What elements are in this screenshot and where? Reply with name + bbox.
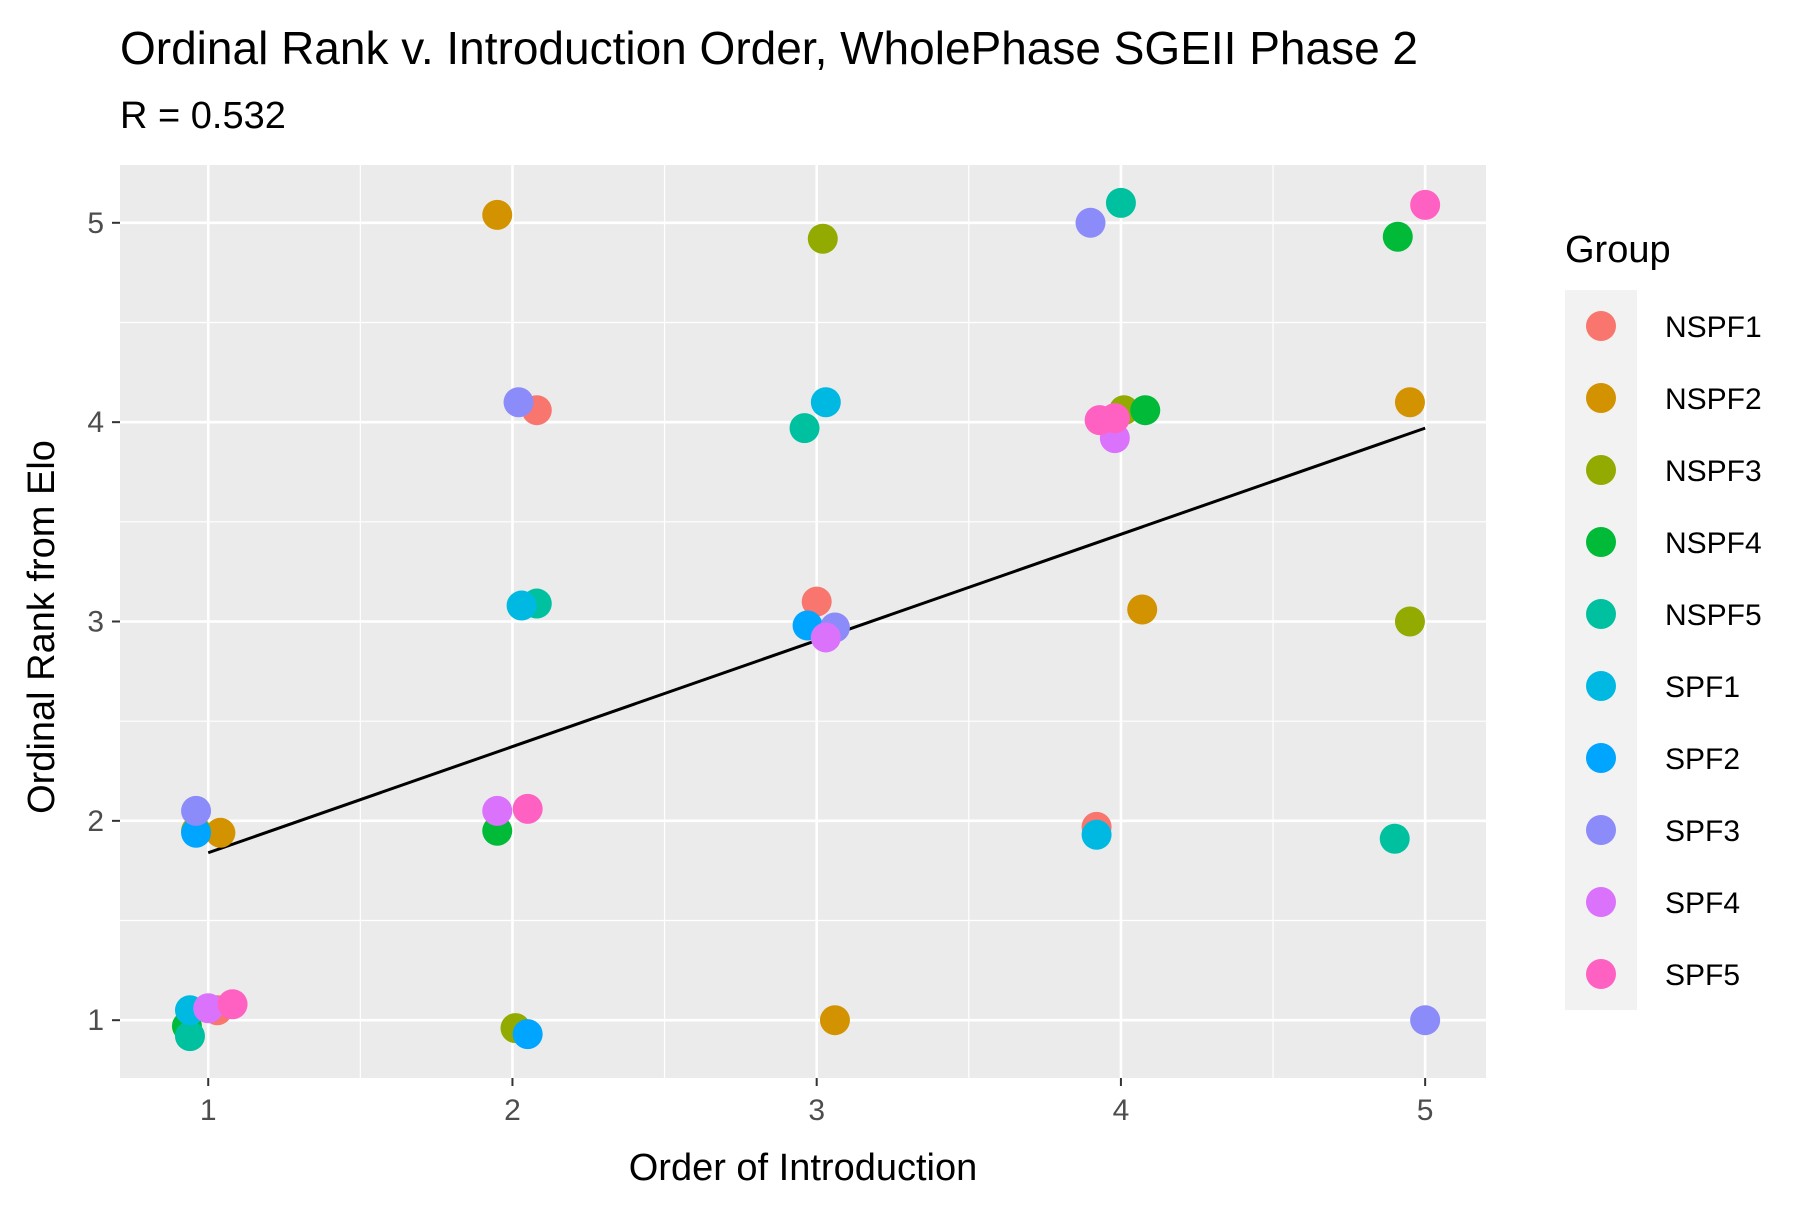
data-point-spf1 bbox=[1081, 819, 1112, 850]
legend-key-spf4 bbox=[1586, 887, 1616, 917]
legend-key-nspf5 bbox=[1586, 599, 1616, 629]
y-axis-title: Ordinal Rank from Elo bbox=[21, 440, 63, 814]
data-point-spf2 bbox=[181, 817, 212, 848]
data-point-spf3 bbox=[1410, 1005, 1441, 1036]
chart-subtitle: R = 0.532 bbox=[120, 95, 286, 137]
data-point-nspf4 bbox=[1382, 221, 1413, 252]
legend-key-spf2 bbox=[1586, 743, 1616, 773]
y-tick-label: 1 bbox=[87, 1004, 104, 1037]
legend-title: Group bbox=[1565, 229, 1671, 271]
data-point-spf5 bbox=[217, 989, 248, 1020]
legend-label-nspf1: NSPF1 bbox=[1665, 311, 1762, 344]
y-tick-label: 5 bbox=[87, 207, 104, 240]
data-point-spf3 bbox=[503, 387, 534, 418]
data-point-spf4 bbox=[482, 795, 513, 826]
data-point-spf2 bbox=[512, 1019, 543, 1050]
x-tick-label: 4 bbox=[1113, 1094, 1130, 1127]
legend-label-nspf5: NSPF5 bbox=[1665, 599, 1762, 632]
legend-key-spf1 bbox=[1586, 671, 1616, 701]
data-point-nspf3 bbox=[807, 223, 838, 254]
data-point-nspf4 bbox=[1130, 395, 1161, 426]
data-point-nspf3 bbox=[1394, 606, 1425, 637]
data-point-spf1 bbox=[506, 590, 537, 621]
legend-key-nspf2 bbox=[1586, 383, 1616, 413]
legend-label-spf3: SPF3 bbox=[1665, 815, 1740, 848]
legend-label-spf5: SPF5 bbox=[1665, 959, 1740, 992]
x-tick-label: 2 bbox=[504, 1094, 521, 1127]
data-point-spf3 bbox=[1075, 207, 1106, 238]
legend-label-spf1: SPF1 bbox=[1665, 671, 1740, 704]
x-axis-title: Order of Introduction bbox=[629, 1147, 978, 1189]
data-point-spf3 bbox=[181, 795, 212, 826]
legend-label-nspf2: NSPF2 bbox=[1665, 383, 1762, 416]
data-point-nspf2 bbox=[1127, 594, 1158, 625]
legend-label-spf2: SPF2 bbox=[1665, 743, 1740, 776]
legend: Group NSPF1 NSPF2 NSPF3 NSPF4 NSPF5 SPF1 SPF2 S… bbox=[1565, 229, 1762, 1010]
y-tick-label: 4 bbox=[87, 406, 104, 439]
legend-label-nspf3: NSPF3 bbox=[1665, 455, 1762, 488]
x-tick-label: 1 bbox=[200, 1094, 217, 1127]
x-tick-label: 3 bbox=[808, 1094, 825, 1127]
data-point-spf1 bbox=[810, 387, 841, 418]
x-tick-label: 5 bbox=[1417, 1094, 1434, 1127]
data-point-nspf5 bbox=[174, 1021, 205, 1052]
axis-ticks: 1 2 3 4 5 1 2 3 4 5 bbox=[87, 207, 1433, 1127]
data-point-spf5 bbox=[1410, 189, 1441, 220]
chart-title: Ordinal Rank v. Introduction Order, Whol… bbox=[120, 22, 1418, 74]
data-point-spf4 bbox=[193, 993, 224, 1024]
data-point-nspf5 bbox=[1105, 187, 1136, 218]
legend-key-nspf4 bbox=[1586, 527, 1616, 557]
data-point-nspf2 bbox=[1394, 387, 1425, 418]
data-point-nspf2 bbox=[482, 199, 513, 230]
data-point-spf5 bbox=[1084, 405, 1115, 436]
data-point-spf5 bbox=[512, 793, 543, 824]
plot-panel bbox=[120, 165, 1486, 1078]
y-tick-label: 2 bbox=[87, 805, 104, 838]
legend-key-spf3 bbox=[1586, 815, 1616, 845]
data-point-nspf2 bbox=[205, 817, 236, 848]
legend-key-nspf1 bbox=[1586, 311, 1616, 341]
data-point-nspf1 bbox=[801, 586, 832, 617]
legend-label-nspf4: NSPF4 bbox=[1665, 527, 1762, 560]
data-point-nspf2 bbox=[819, 1005, 850, 1036]
legend-label-spf4: SPF4 bbox=[1665, 887, 1740, 920]
legend-key-spf5 bbox=[1586, 959, 1616, 989]
data-point-spf4 bbox=[810, 622, 841, 653]
y-tick-label: 3 bbox=[87, 606, 104, 639]
data-point-nspf5 bbox=[1379, 823, 1410, 854]
data-point-nspf5 bbox=[789, 413, 820, 444]
legend-key-nspf3 bbox=[1586, 455, 1616, 485]
